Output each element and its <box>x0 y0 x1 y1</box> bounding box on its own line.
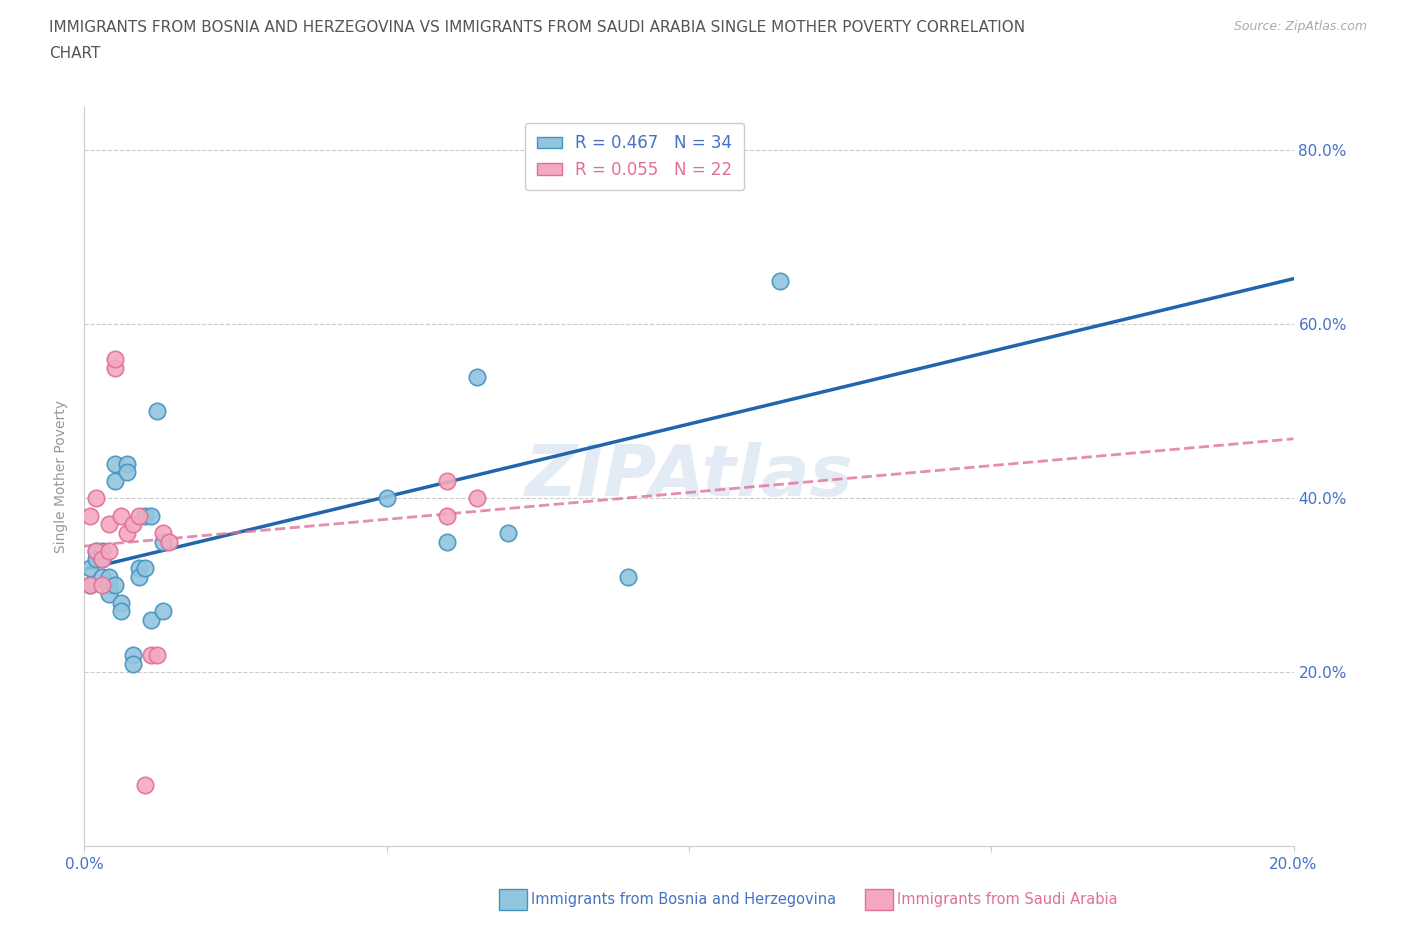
Text: ZIPAtlas: ZIPAtlas <box>524 442 853 512</box>
Point <box>86 543 108 558</box>
Point <box>134 509 156 524</box>
Point <box>110 509 132 524</box>
Point <box>134 561 156 576</box>
Point <box>128 509 150 524</box>
Point <box>134 778 156 793</box>
Point <box>79 578 101 592</box>
Point <box>496 525 519 540</box>
Point <box>91 551 114 566</box>
Point <box>375 491 398 506</box>
Point <box>436 509 458 524</box>
Text: Source: ZipAtlas.com: Source: ZipAtlas.com <box>1233 20 1367 33</box>
Point <box>157 535 180 550</box>
Point <box>104 361 127 376</box>
Point <box>79 561 101 576</box>
Point <box>139 613 162 628</box>
Point <box>97 587 120 602</box>
Point <box>97 543 120 558</box>
Legend: R = 0.467   N = 34, R = 0.055   N = 22: R = 0.467 N = 34, R = 0.055 N = 22 <box>524 123 744 191</box>
Point <box>617 569 640 584</box>
Point <box>110 595 132 610</box>
Point <box>769 273 792 288</box>
Point <box>146 404 169 418</box>
Point <box>97 578 120 592</box>
Point <box>86 551 108 566</box>
Point <box>97 517 120 532</box>
Point <box>110 604 132 618</box>
Point <box>121 647 143 662</box>
Point <box>91 551 114 566</box>
Point <box>104 473 127 488</box>
Point <box>139 647 162 662</box>
Point <box>91 569 114 584</box>
Point <box>86 543 108 558</box>
Point <box>128 569 150 584</box>
Point <box>104 352 127 366</box>
Point <box>467 491 489 506</box>
Y-axis label: Single Mother Poverty: Single Mother Poverty <box>55 400 69 553</box>
Point <box>104 578 127 592</box>
Text: Immigrants from Saudi Arabia: Immigrants from Saudi Arabia <box>897 892 1118 907</box>
Text: CHART: CHART <box>49 46 101 61</box>
Point <box>128 561 150 576</box>
Text: IMMIGRANTS FROM BOSNIA AND HERZEGOVINA VS IMMIGRANTS FROM SAUDI ARABIA SINGLE MO: IMMIGRANTS FROM BOSNIA AND HERZEGOVINA V… <box>49 20 1025 35</box>
Point <box>79 509 101 524</box>
Point <box>436 535 458 550</box>
Point <box>91 543 114 558</box>
Point <box>436 473 458 488</box>
Point <box>91 578 114 592</box>
Point <box>467 369 489 384</box>
Point <box>79 578 101 592</box>
Point <box>139 509 162 524</box>
Point <box>115 456 138 471</box>
Point <box>152 525 174 540</box>
Point <box>121 657 143 671</box>
Point <box>121 517 143 532</box>
Point <box>115 525 138 540</box>
Text: Immigrants from Bosnia and Herzegovina: Immigrants from Bosnia and Herzegovina <box>531 892 837 907</box>
Point <box>152 535 174 550</box>
Point <box>152 604 174 618</box>
Point <box>115 465 138 480</box>
Point <box>97 569 120 584</box>
Point <box>146 647 169 662</box>
Point <box>86 491 108 506</box>
Point <box>104 456 127 471</box>
